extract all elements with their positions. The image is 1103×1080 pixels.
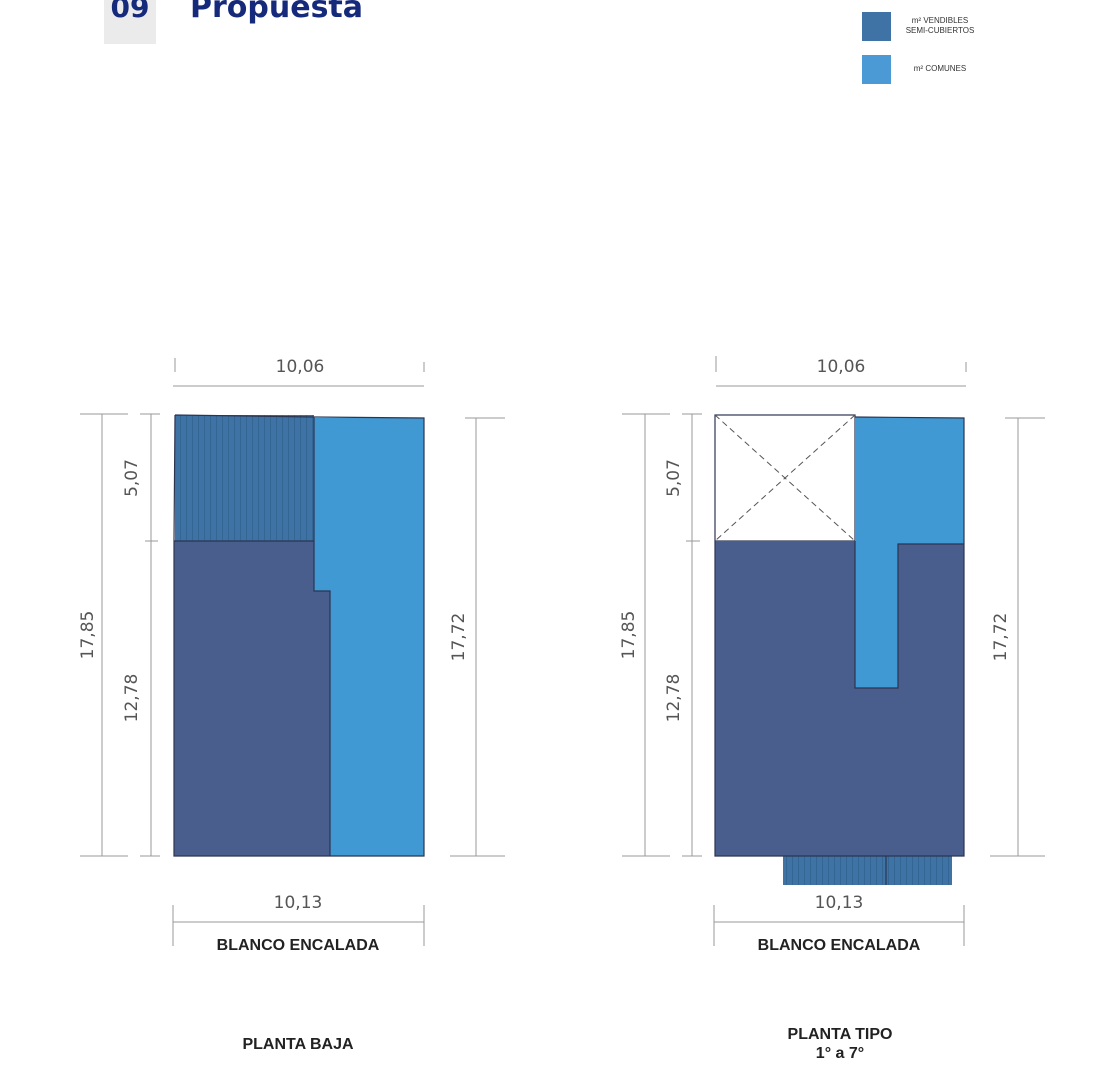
planta-tipo-dim-left-upper: 5,07: [664, 459, 684, 497]
planta-tipo-dim-bottom: 10,13: [815, 893, 864, 913]
planta-baja-vendible: [174, 541, 330, 856]
planta-baja-caption-line1: PLANTA BAJA: [242, 1036, 354, 1053]
planta-baja-semi-cubierto: [175, 415, 314, 541]
planta-tipo-dim-left-total: 17,85: [619, 611, 639, 660]
section-title: Propuesta: [190, 0, 364, 25]
planta-baja-dim-bottom: 10,13: [274, 893, 323, 913]
planta-tipo-dim-left-lower: 12,78: [664, 674, 684, 723]
planta-baja-dim-top: 10,06: [276, 357, 325, 377]
plan-planta-baja: 10,06 10,13 17,85 5,07 12,78 17,72 BLANC…: [78, 357, 505, 954]
legend-label-comunes: m² COMUNES: [913, 64, 967, 73]
planta-tipo-comunes: [855, 417, 964, 688]
plan-planta-tipo: 10,06 10,13 17,85 5,07 12,78 17,72 BLANC…: [619, 356, 1045, 954]
planta-baja-comunes: [314, 418, 424, 856]
planta-baja-caption: PLANTA BAJA: [178, 1035, 418, 1054]
planta-baja-dim-left-total: 17,85: [78, 611, 98, 660]
section-number: 09: [104, 0, 156, 44]
planta-baja-street: BLANCO ENCALADA: [217, 937, 380, 954]
planta-tipo-street: BLANCO ENCALADA: [758, 937, 921, 954]
legend-label-semi-cubiertos-line1: m² VENDIBLES: [911, 16, 969, 25]
planta-baja-dim-left-upper: 5,07: [122, 459, 142, 497]
legend-swatch-semi-cubiertos: [862, 12, 891, 41]
planta-tipo-balcon-semi-cubierto: [783, 856, 952, 885]
legend-label-semi-cubiertos: m² VENDIBLES SEMI-CUBIERTOS: [890, 16, 990, 36]
planta-tipo-dim-right: 17,72: [991, 613, 1011, 662]
planta-baja-dim-right: 17,72: [449, 613, 469, 662]
planta-tipo-dim-top: 10,06: [817, 357, 866, 377]
planta-tipo-caption-line1: PLANTA TIPO: [787, 1026, 893, 1043]
planta-tipo-caption: PLANTA TIPO 1° a 7°: [720, 1025, 960, 1063]
planta-tipo-vendible: [715, 541, 964, 856]
planta-baja-dim-left-lower: 12,78: [122, 674, 142, 723]
legend-swatch-comunes: [862, 55, 891, 84]
legend-label-semi-cubiertos-line2: SEMI-CUBIERTOS: [905, 26, 975, 35]
planta-tipo-caption-line2: 1° a 7°: [815, 1045, 865, 1062]
